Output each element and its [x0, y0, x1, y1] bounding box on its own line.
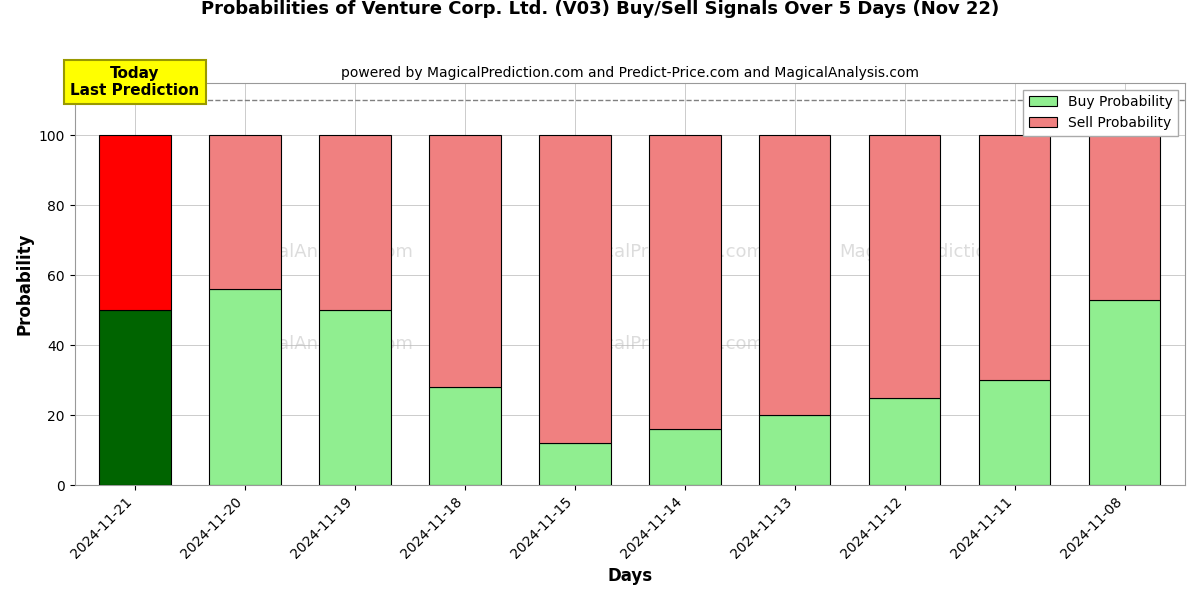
Text: Today
Last Prediction: Today Last Prediction — [71, 66, 199, 98]
Bar — [539, 135, 611, 443]
Bar — [869, 135, 941, 398]
Bar — [1088, 135, 1160, 299]
Text: MagicalPrediction.com: MagicalPrediction.com — [839, 242, 1043, 260]
Bar — [209, 135, 281, 289]
Y-axis label: Probability: Probability — [16, 233, 34, 335]
Bar — [430, 135, 500, 387]
Text: MagicalAnalysis.com: MagicalAnalysis.com — [224, 335, 413, 353]
Bar — [979, 380, 1050, 485]
Bar — [100, 310, 170, 485]
Bar — [100, 135, 170, 310]
Bar — [319, 310, 391, 485]
Text: Probabilities of Venture Corp. Ltd. (V03) Buy/Sell Signals Over 5 Days (Nov 22): Probabilities of Venture Corp. Ltd. (V03… — [200, 0, 1000, 18]
Bar — [649, 429, 720, 485]
Text: MagicalPrediction.com: MagicalPrediction.com — [562, 242, 764, 260]
Bar — [209, 289, 281, 485]
Bar — [649, 135, 720, 429]
X-axis label: Days: Days — [607, 567, 653, 585]
Bar — [539, 443, 611, 485]
Bar — [760, 135, 830, 415]
Legend: Buy Probability, Sell Probability: Buy Probability, Sell Probability — [1024, 89, 1178, 136]
Bar — [319, 135, 391, 310]
Bar — [979, 135, 1050, 380]
Bar — [760, 415, 830, 485]
Bar — [1088, 299, 1160, 485]
Title: powered by MagicalPrediction.com and Predict-Price.com and MagicalAnalysis.com: powered by MagicalPrediction.com and Pre… — [341, 66, 919, 80]
Bar — [430, 387, 500, 485]
Bar — [869, 398, 941, 485]
Text: MagicalPrediction.com: MagicalPrediction.com — [562, 335, 764, 353]
Text: MagicalAnalysis.com: MagicalAnalysis.com — [224, 242, 413, 260]
